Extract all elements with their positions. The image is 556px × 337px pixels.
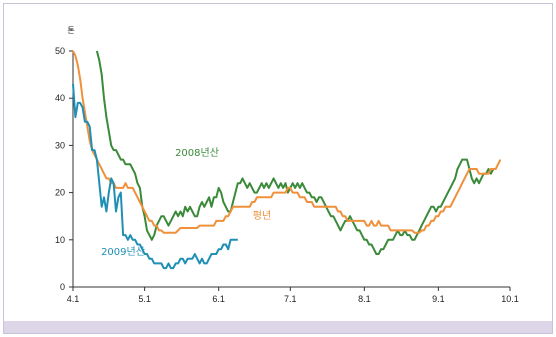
series-layer xyxy=(72,50,502,270)
unit-label: 톤 xyxy=(67,26,74,35)
x-tick-label: 9.1 xyxy=(432,294,445,304)
x-tick-label: 7.1 xyxy=(284,294,297,304)
series-label: 2008년산 xyxy=(175,147,219,159)
chart-frame xyxy=(3,3,553,334)
x-tick-label: 8.1 xyxy=(358,294,371,304)
series-label: 2009년산 xyxy=(101,246,145,258)
y-tick-label: 0 xyxy=(60,282,65,292)
bottom-band xyxy=(4,321,552,333)
series-line xyxy=(72,50,502,234)
x-tick-label: 4.1 xyxy=(67,294,80,304)
x-tick-label: 6.1 xyxy=(212,294,225,304)
y-tick-label: 30 xyxy=(55,140,65,150)
y-tick-label: 10 xyxy=(55,235,65,245)
y-tick-label: 50 xyxy=(55,46,65,56)
y-tick-label: 20 xyxy=(55,188,65,198)
y-tick-label: 40 xyxy=(55,93,65,103)
series-line xyxy=(72,83,238,270)
axes: 0 10 20 30 40 50 4.1 5.1 6.1 7.1 8.1 9.1 10.1 xyxy=(55,46,519,304)
series-label: 평년 xyxy=(253,210,271,222)
x-tick-label: 10.1 xyxy=(501,294,519,304)
x-tick-label: 5.1 xyxy=(138,294,151,304)
series-line xyxy=(95,50,496,255)
